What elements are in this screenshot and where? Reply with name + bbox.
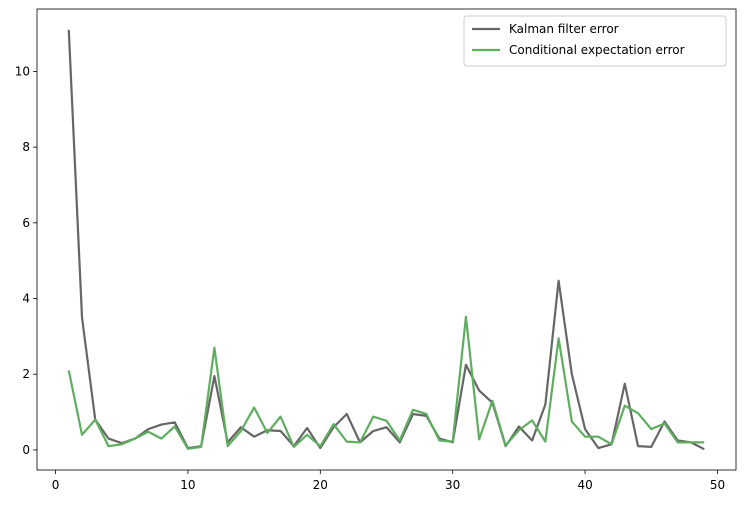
y-tick-label: 4 [22, 292, 30, 306]
y-tick-label: 2 [22, 367, 30, 381]
x-tick-label: 10 [180, 478, 195, 492]
y-tick-label: 0 [22, 443, 30, 457]
data-line [67, 315, 705, 450]
legend-label: Kalman filter error [509, 22, 619, 36]
data-line [67, 29, 705, 451]
x-tick-label: 20 [313, 478, 328, 492]
axes-frame [36, 8, 737, 471]
x-tick-label: 50 [710, 478, 725, 492]
y-tick-label: 8 [22, 140, 30, 154]
x-tick-label: 30 [445, 478, 460, 492]
y-tick-label: 10 [15, 64, 30, 78]
legend-label: Conditional expectation error [509, 43, 685, 57]
plot-area [67, 29, 705, 451]
legend-box [463, 15, 727, 67]
y-tick-label: 6 [22, 216, 30, 230]
legend: Kalman filter error Conditional expectati… [463, 15, 727, 67]
x-tick-label: 40 [577, 478, 592, 492]
x-tick-label: 0 [52, 478, 60, 492]
